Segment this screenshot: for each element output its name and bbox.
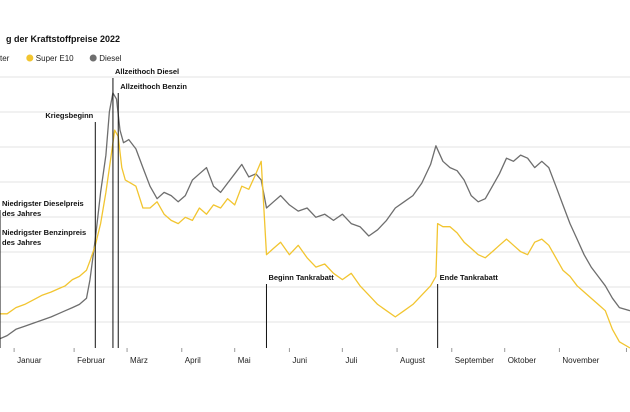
x-tick-label: Februar [77,356,105,365]
legend-swatch [89,54,97,62]
annotation-label: des Jahres [2,209,41,218]
legend-label: Diesel [99,54,121,63]
annotations: Allzeithoch Diesel Allzeithoch Benzin Krie… [0,67,498,348]
x-axis: Januar Februar März April Mai Juni Juli August S… [13,348,630,365]
legend-swatch [26,54,34,62]
legend-label: Super E10 [36,54,74,63]
annotation-label: Ende Tankrabatt [440,273,499,282]
annotation-label: Niedrigster Dieselpreis [2,199,84,208]
x-tick-label: März [130,356,148,365]
x-tick-label: August [400,356,426,365]
series-line-super [0,129,630,349]
annotation-label: Beginn Tankrabatt [268,273,334,282]
annotation: Ende Tankrabatt [437,273,499,348]
annotation: Allzeithoch Benzin [117,82,187,348]
annotation: Beginn Tankrabatt [265,273,334,348]
x-tick-label: Juni [292,356,307,365]
legend-label: ter [0,54,10,63]
x-tick-label: November [562,356,599,365]
annotation-label: Niedrigster Benzinpreis [2,228,86,237]
annotation-label: Kriegsbeginn [45,111,93,120]
x-tick-label: Mai [238,356,251,365]
annotation-label: Allzeithoch Diesel [115,67,179,76]
series-line-diesel [0,92,630,340]
annotation-label: Allzeithoch Benzin [120,82,187,91]
annotation: Kriegsbeginn [45,111,96,348]
x-tick-label: Juli [345,356,357,365]
x-tick-label: Oktober [508,356,537,365]
x-tick-label: September [455,356,494,365]
x-tick-label: April [185,356,201,365]
annotation-label: des Jahres [2,238,41,247]
annotation: Allzeithoch Diesel [112,67,179,348]
legend: ter Super E10 Diesel [0,54,122,63]
chart-title: g der Kraftstoffpreise 2022 [6,34,120,44]
series-lines [0,92,630,349]
gridlines [0,76,630,323]
x-tick-label: Januar [17,356,42,365]
